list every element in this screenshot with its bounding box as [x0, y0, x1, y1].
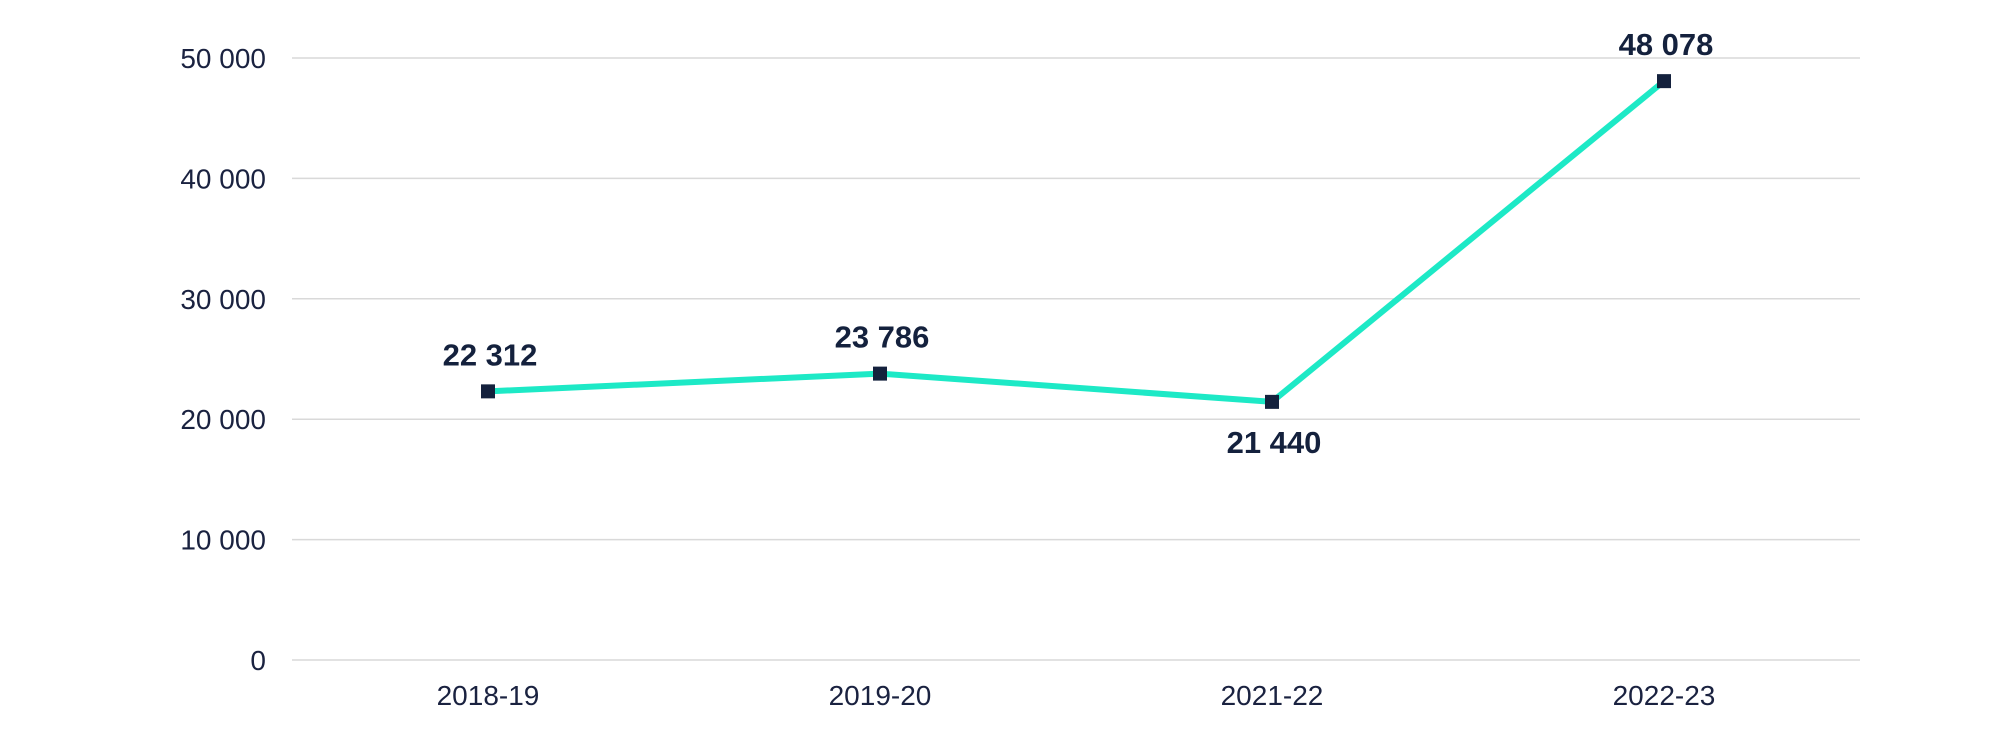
y-tick-label: 10 000: [180, 525, 266, 556]
series-line: [485, 78, 1667, 405]
y-tick-label: 40 000: [180, 163, 266, 194]
series-line-path: [485, 78, 1667, 405]
x-tick-label: 2021-22: [1221, 680, 1324, 711]
data-point-marker: [481, 384, 495, 399]
y-axis-tick-labels: 0 10 000 20 000 30 000 40 000 50 000: [180, 43, 266, 676]
x-tick-label: 2018-19: [437, 680, 540, 711]
data-value-label: 21 440: [1227, 425, 1322, 460]
data-labels: 22 312 23 786 21 440 48 078: [443, 27, 1714, 460]
data-value-label: 22 312: [443, 337, 538, 372]
data-value-label: 23 786: [835, 320, 930, 355]
x-axis-tick-labels: 2018-19 2019-20 2021-22 2022-23: [437, 680, 1716, 711]
data-markers: [481, 74, 1671, 409]
data-point-marker: [1265, 394, 1279, 409]
gridlines: [292, 57, 1860, 661]
y-tick-label: 50 000: [180, 43, 266, 74]
y-tick-label: 0: [250, 645, 266, 676]
data-point-marker: [873, 366, 887, 381]
data-point-marker: [1657, 74, 1671, 89]
x-tick-label: 2019-20: [829, 680, 932, 711]
y-tick-label: 20 000: [180, 404, 266, 435]
data-value-label: 48 078: [1619, 27, 1714, 62]
x-tick-label: 2022-23: [1613, 680, 1716, 711]
y-tick-label: 30 000: [180, 284, 266, 315]
